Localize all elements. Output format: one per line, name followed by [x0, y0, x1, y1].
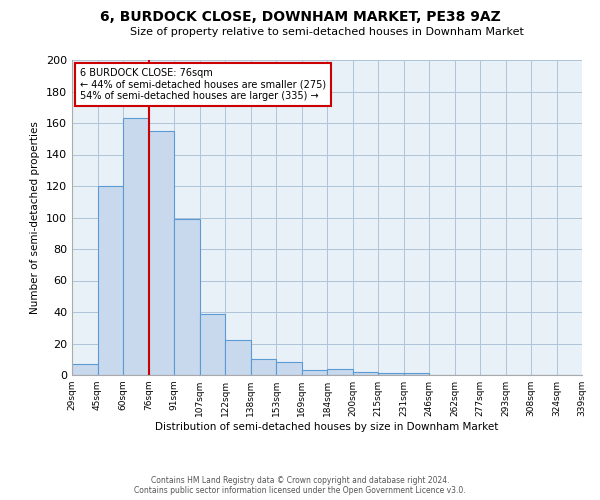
Bar	[149, 131, 174, 375]
Y-axis label: Number of semi-detached properties: Number of semi-detached properties	[31, 121, 40, 314]
X-axis label: Distribution of semi-detached houses by size in Downham Market: Distribution of semi-detached houses by …	[155, 422, 499, 432]
Text: 6 BURDOCK CLOSE: 76sqm
← 44% of semi-detached houses are smaller (275)
54% of se: 6 BURDOCK CLOSE: 76sqm ← 44% of semi-det…	[80, 68, 326, 101]
Bar	[302, 370, 327, 375]
Bar	[276, 362, 302, 375]
Bar	[174, 219, 199, 375]
Bar	[225, 340, 251, 375]
Bar	[353, 372, 378, 375]
Bar	[123, 118, 149, 375]
Text: Contains HM Land Registry data © Crown copyright and database right 2024.
Contai: Contains HM Land Registry data © Crown c…	[134, 476, 466, 495]
Bar	[72, 364, 97, 375]
Bar	[97, 186, 123, 375]
Bar	[251, 359, 276, 375]
Bar	[378, 374, 404, 375]
Bar	[404, 374, 429, 375]
Text: 6, BURDOCK CLOSE, DOWNHAM MARKET, PE38 9AZ: 6, BURDOCK CLOSE, DOWNHAM MARKET, PE38 9…	[100, 10, 500, 24]
Bar	[327, 368, 353, 375]
Bar	[199, 314, 225, 375]
Title: Size of property relative to semi-detached houses in Downham Market: Size of property relative to semi-detach…	[130, 27, 524, 37]
